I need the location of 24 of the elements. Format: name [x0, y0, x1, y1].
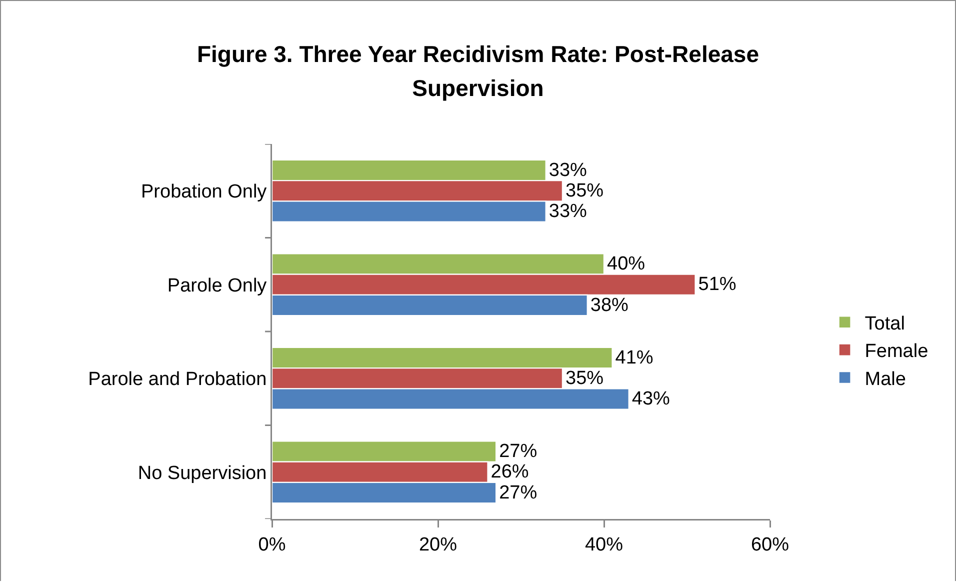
legend-label: Total: [864, 314, 905, 335]
data-label: 27%: [499, 482, 538, 504]
x-tick-label: 0%: [258, 534, 286, 556]
data-label: 51%: [698, 274, 736, 296]
x-tick-label: 20%: [418, 534, 458, 556]
x-tick-label: 40%: [584, 534, 624, 556]
y-tick-label: Probation Only: [141, 182, 268, 203]
data-label: 43%: [632, 388, 670, 410]
legend-label: Male: [864, 368, 906, 390]
legend-label: Female: [864, 341, 928, 362]
data-label: 38%: [590, 294, 629, 316]
data-label: 35%: [566, 368, 604, 389]
data-label: 33%: [548, 160, 588, 181]
x-tick-label: 60%: [750, 534, 790, 556]
data-label: 35%: [566, 180, 604, 202]
data-label: 40%: [607, 254, 646, 274]
y-tick-label: Parole and Probation: [88, 369, 267, 390]
y-tick-label: Parole Only: [167, 275, 268, 296]
data-label: 33%: [548, 201, 588, 222]
data-label: 26%: [490, 462, 529, 483]
data-label: 27%: [499, 441, 538, 462]
chart-title: Figure 3. Three Year Recidivism Rate: Post-Release Supervision: [196, 40, 760, 103]
y-tick-label: No Supervision: [138, 462, 267, 484]
data-label: 41%: [615, 347, 654, 368]
